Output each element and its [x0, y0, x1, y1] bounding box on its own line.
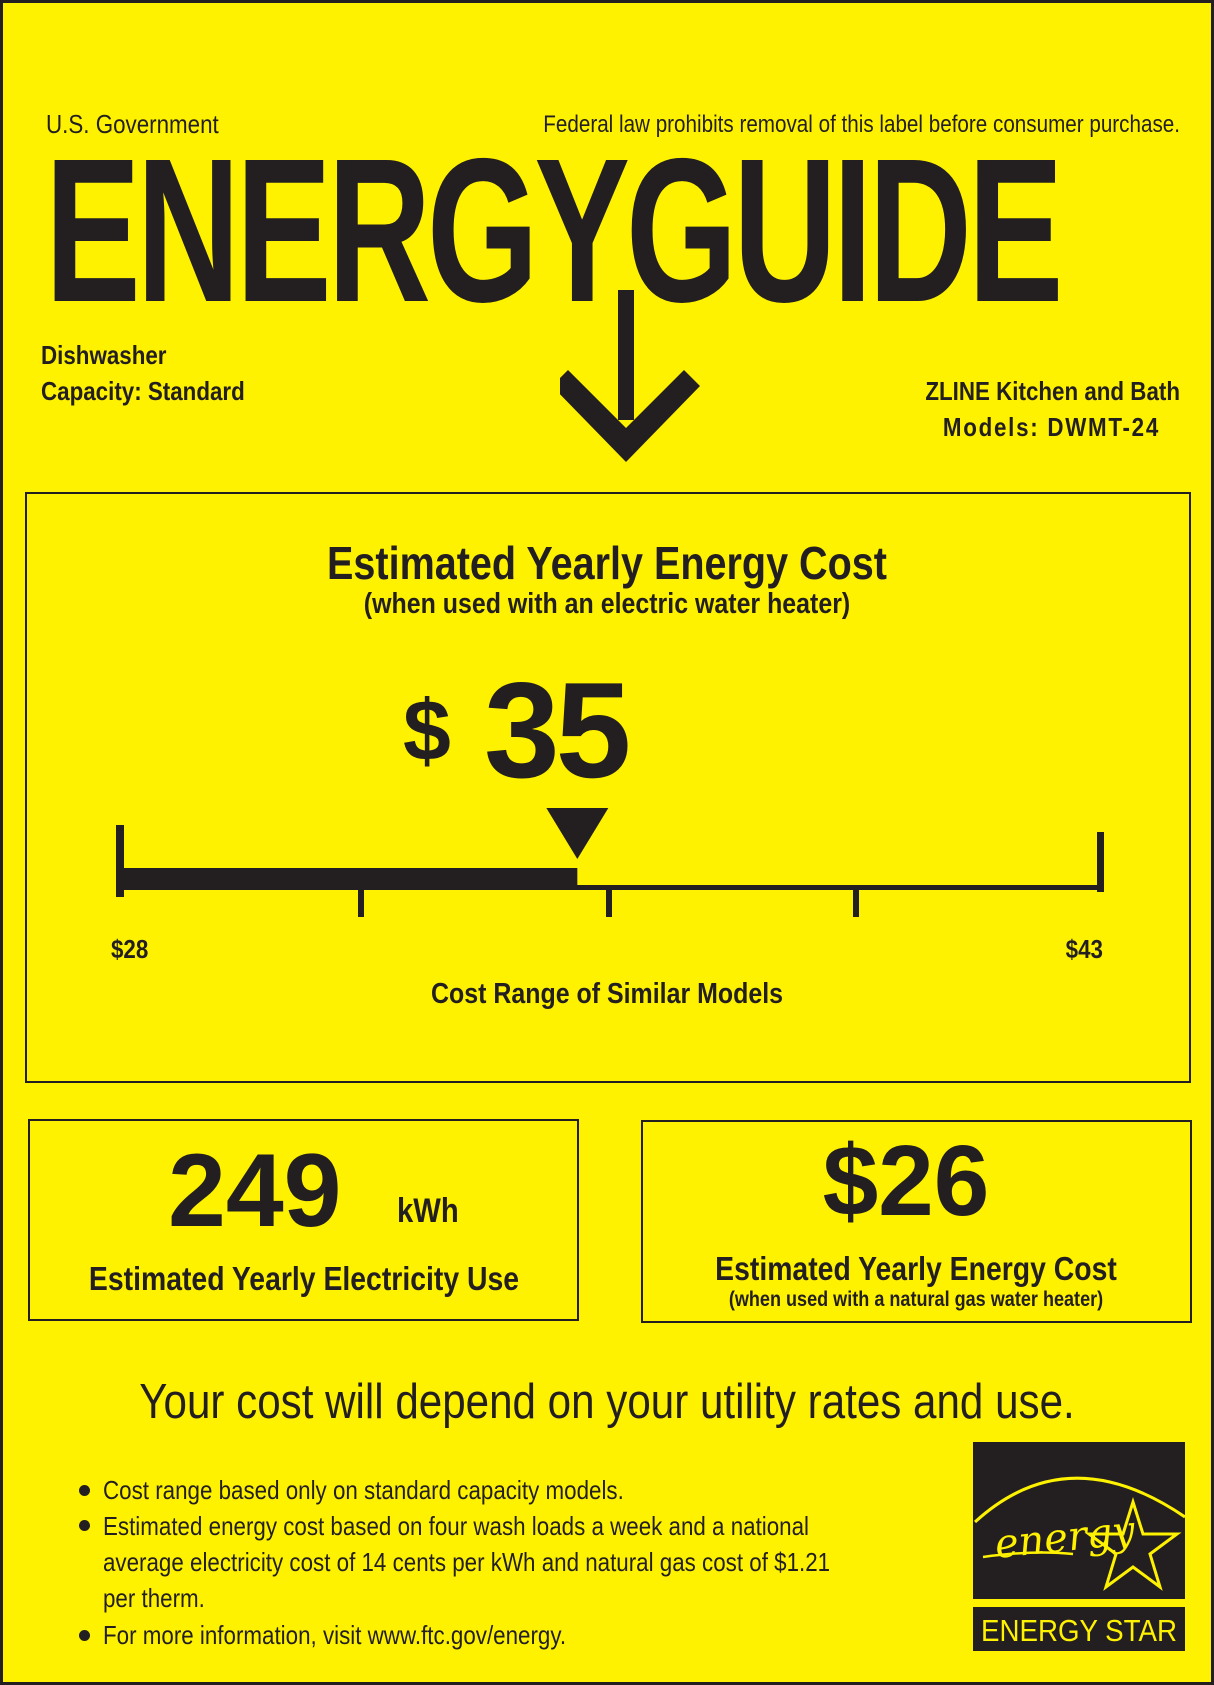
- electricity-label: Estimated Yearly Electricity Use: [88, 1260, 520, 1297]
- electricity-value: 249: [168, 1133, 342, 1249]
- removal-notice: Federal law prohibits removal of this la…: [543, 111, 1180, 138]
- gas-cost-panel: [641, 1120, 1192, 1323]
- utility-disclaimer: Your cost will depend on your utility ra…: [139, 1375, 1075, 1429]
- arrow-down-icon: [560, 290, 700, 462]
- range-max-label: $43: [1065, 934, 1103, 964]
- range-min-tick: [116, 825, 124, 897]
- note-item: For more information, visit www.ftc.gov/…: [103, 1620, 567, 1650]
- energyguide-title: ENERGYGUIDE: [45, 116, 1063, 345]
- cost-currency: $: [403, 683, 451, 779]
- cost-range-scale: [116, 808, 1104, 917]
- range-tick: [606, 885, 612, 917]
- note-item: Cost range based only on standard capaci…: [103, 1475, 624, 1505]
- cost-range-label: Cost Range of Similar Models: [431, 978, 783, 1010]
- manufacturer: ZLINE Kitchen and Bath: [925, 376, 1180, 406]
- note-item: average electricity cost of 14 cents per…: [103, 1547, 831, 1577]
- gas-cost-value: $26: [822, 1125, 990, 1237]
- yearly-cost-title: Estimated Yearly Energy Cost: [327, 537, 887, 589]
- bullet-icon: [79, 1485, 90, 1496]
- gas-cost-sublabel: (when used with a natural gas water heat…: [728, 1288, 1104, 1311]
- product-type: Dishwasher: [41, 340, 167, 370]
- bullet-icon: [79, 1520, 90, 1531]
- government-text: U.S. Government: [46, 109, 219, 139]
- cost-pointer-icon: [546, 808, 609, 859]
- range-tick: [853, 885, 859, 917]
- energy-star-logo: energy ENERGY STAR: [973, 1442, 1185, 1651]
- note-item: Estimated energy cost based on four wash…: [103, 1511, 810, 1541]
- range-min-label: $28: [111, 934, 149, 964]
- yearly-cost-panel: [25, 492, 1191, 1083]
- svg-text:ENERGY STAR: ENERGY STAR: [981, 1613, 1177, 1648]
- cost-value: 35: [484, 654, 631, 806]
- yearly-cost-subtitle: (when used with an electric water heater…: [363, 588, 851, 620]
- range-tick: [358, 885, 364, 917]
- range-max-tick: [1097, 832, 1104, 892]
- bullet-icon: [79, 1630, 90, 1641]
- range-fill-bar: [116, 868, 578, 890]
- electricity-unit: kWh: [397, 1192, 459, 1230]
- note-item: per therm.: [103, 1583, 205, 1613]
- product-capacity: Capacity: Standard: [41, 376, 245, 406]
- model-number: Models: DWMT-24: [942, 412, 1160, 442]
- gas-cost-label: Estimated Yearly Energy Cost: [715, 1250, 1117, 1287]
- electricity-use-panel: [28, 1119, 579, 1321]
